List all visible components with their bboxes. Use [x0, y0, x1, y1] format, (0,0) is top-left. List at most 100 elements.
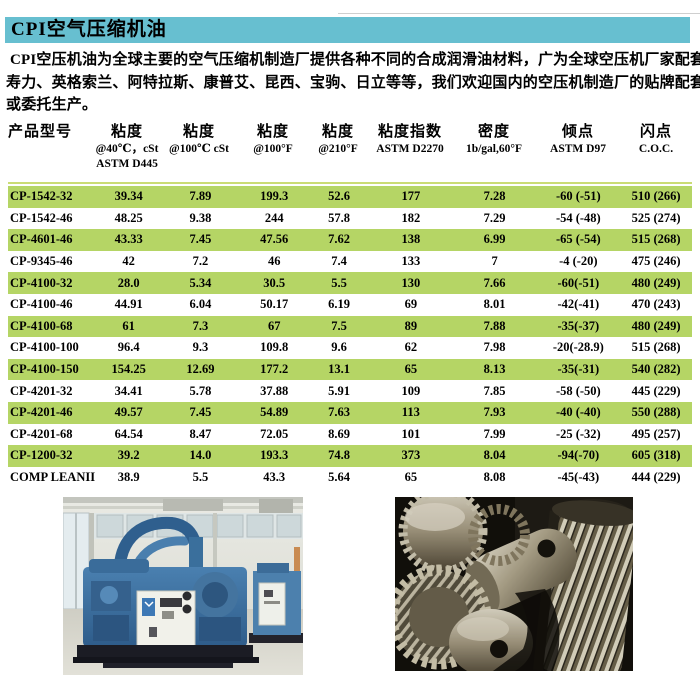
product-name-cell: CP-4100-32 — [10, 275, 73, 290]
value-cell: 133 — [401, 254, 421, 269]
column-header-line: 粘度 — [182, 124, 215, 140]
value-cell: 39.34 — [114, 189, 143, 204]
value-cell: 550 (288) — [631, 405, 681, 420]
value-cell: 47.56 — [260, 232, 289, 247]
table-row: CP-4100-46 44.91 6.04 50.17 6.19 69 8.01 -42(-4… — [8, 294, 692, 316]
value-cell: 7.62 — [328, 232, 350, 247]
value-cell: -58 (-50) — [555, 383, 601, 398]
column-header-line: 粘度 — [110, 124, 143, 140]
column-header-line: ASTM D97 — [550, 143, 606, 155]
value-cell: 138 — [401, 232, 421, 247]
value-cell: 7.63 — [328, 405, 350, 420]
value-cell: -94(-70) — [557, 448, 600, 463]
value-cell: -35(-37) — [557, 318, 600, 333]
title-bar: CPI空气压缩机油 — [5, 17, 690, 43]
product-name-cell: CP-4201-46 — [10, 405, 73, 420]
value-cell: 7.85 — [483, 383, 506, 398]
value-cell: 5.64 — [328, 470, 350, 485]
spec-table-header: 产品型号 粘度 @40℃，cSt ASTM D445 粘度 @100℃ cSt 粘度 @100… — [8, 122, 692, 172]
value-cell: 199.3 — [260, 189, 289, 204]
value-cell: 444 (229) — [631, 470, 681, 485]
value-cell: 12.69 — [186, 362, 215, 377]
column-header: 密度 1b/gal,60°F — [452, 122, 536, 172]
value-cell: -35(-31) — [557, 362, 600, 377]
value-cell: 475 (246) — [631, 254, 681, 269]
value-cell: 7.3 — [192, 318, 209, 333]
value-cell: 6.19 — [328, 297, 350, 312]
value-cell: 43.3 — [263, 470, 286, 485]
value-cell: 49.57 — [114, 405, 143, 420]
value-cell: 5.91 — [328, 383, 350, 398]
column-header-line: @100°F — [253, 143, 293, 155]
product-name-cell: CP-1200-32 — [10, 448, 73, 463]
table-row: CP-1542-46 48.25 9.38 244 57.8 182 7.29 -54 (-4… — [8, 208, 692, 230]
value-cell: 8.01 — [483, 297, 506, 312]
value-cell: 7.98 — [483, 340, 506, 355]
value-cell: 113 — [401, 405, 420, 420]
value-cell: 42 — [122, 254, 135, 269]
column-header-line: 1b/gal,60°F — [465, 143, 523, 155]
value-cell: 5.5 — [331, 275, 347, 290]
value-cell: -60 (-51) — [555, 189, 601, 204]
value-cell: 7.4 — [331, 254, 347, 269]
value-cell: 480 (249) — [631, 318, 681, 333]
value-cell: 177 — [401, 189, 421, 204]
value-cell: 6.04 — [189, 297, 212, 312]
value-cell: 67 — [267, 318, 281, 333]
value-cell: -54 (-48) — [555, 210, 601, 225]
value-cell: 605 (318) — [631, 448, 681, 463]
air-compressor-photo — [63, 497, 303, 675]
product-name-cell: CP-4100-100 — [10, 340, 79, 355]
value-cell: 89 — [404, 318, 418, 333]
product-name-cell: COMP LEANII — [10, 470, 96, 485]
value-cell: 8.13 — [483, 362, 506, 377]
value-cell: 43.33 — [114, 232, 143, 247]
column-header-line: @100℃ cSt — [169, 143, 229, 155]
value-cell: 8.69 — [328, 426, 350, 441]
product-name-cell: CP-9345-46 — [10, 254, 73, 269]
value-cell: 69 — [404, 297, 418, 312]
value-cell: 72.05 — [260, 426, 289, 441]
value-cell: 74.8 — [328, 448, 350, 463]
value-cell: 7.93 — [483, 405, 506, 420]
column-header-line: ASTM D445 — [96, 158, 158, 170]
value-cell: 14.0 — [189, 448, 212, 463]
column-header-line: 密度 — [477, 124, 510, 140]
table-row: CP-9345-46 42 7.2 46 7.4 133 7 -4 (-20) 475 (246… — [8, 251, 692, 273]
column-header: 闪点 C.O.C. — [620, 122, 692, 172]
column-header-line: ASTM D2270 — [376, 143, 444, 155]
value-cell: 57.8 — [328, 210, 350, 225]
top-rule — [338, 13, 700, 14]
value-cell: 373 — [401, 448, 421, 463]
value-cell: 37.88 — [260, 383, 289, 398]
value-cell: 7.66 — [483, 275, 506, 290]
value-cell: 154.25 — [111, 362, 146, 377]
value-cell: 38.9 — [117, 470, 140, 485]
value-cell: -65 (-54) — [555, 232, 601, 247]
value-cell: 480 (249) — [631, 275, 681, 290]
value-cell: 7.45 — [189, 232, 212, 247]
table-row: CP-4601-46 43.33 7.45 47.56 7.62 138 6.99 -65 (… — [8, 229, 692, 251]
table-row: CP-4201-32 34.41 5.78 37.88 5.91 109 7.85 -58 (… — [8, 380, 692, 402]
value-cell: 39.2 — [117, 448, 140, 463]
column-header: 粘度 @40℃，cSt ASTM D445 — [94, 122, 160, 172]
value-cell: -25 (-32) — [555, 426, 601, 441]
value-cell: 470 (243) — [631, 297, 681, 312]
value-cell: 96.4 — [117, 340, 140, 355]
column-header: 粘度 @100℃ cSt — [160, 122, 238, 172]
value-cell: 65 — [404, 470, 418, 485]
table-row: CP-4100-68 61 7.3 67 7.5 89 7.88 -35(-37) 480 (2… — [8, 315, 692, 338]
column-header-line: 倾点 — [561, 124, 594, 140]
value-cell: -42(-41) — [557, 297, 600, 312]
value-cell: 6.99 — [483, 232, 506, 247]
table-row: CP-4100-32 28.0 5.34 30.5 5.5 130 7.66 -60(-51)… — [8, 272, 692, 294]
value-cell: 109.8 — [260, 340, 289, 355]
value-cell: 8.08 — [483, 470, 506, 485]
column-header-line: C.O.C. — [638, 143, 674, 155]
value-cell: 515 (268) — [631, 232, 681, 247]
product-name-cell: CP-1542-32 — [10, 189, 73, 204]
value-cell: 5.34 — [189, 275, 212, 290]
intro-line-2: 寿力、英格索兰、阿特拉斯、康普艾、昆西、宝驹、日立等等，我们欢迎国内的空压机制造… — [6, 74, 700, 91]
column-header-line: 粘度 — [256, 124, 289, 140]
